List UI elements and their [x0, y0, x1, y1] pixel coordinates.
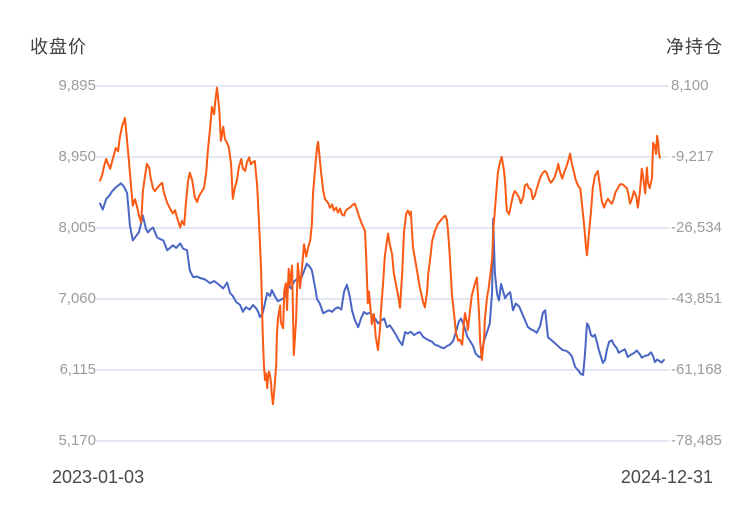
net-position-line: [99, 86, 661, 406]
right-axis-title: 净持仓: [666, 37, 723, 57]
right-tick: -61,168: [671, 361, 722, 378]
left-tick: 8,005: [58, 219, 96, 236]
left-axis-title: 收盘价: [30, 37, 87, 57]
left-tick: 9,895: [58, 77, 96, 94]
right-tick: -9,217: [671, 148, 714, 165]
closing-price-line: [99, 182, 665, 376]
x-axis-end-label: 2024-12-31: [620, 467, 713, 487]
right-tick: -43,851: [671, 290, 722, 307]
right-tick: 8,100: [671, 77, 709, 94]
left-tick: 5,170: [58, 432, 96, 449]
left-tick: 8,950: [58, 148, 96, 165]
x-axis-start-label: 2023-01-03: [52, 467, 145, 487]
right-tick: -26,534: [671, 219, 722, 236]
right-tick: -78,485: [671, 432, 722, 449]
left-tick: 7,060: [58, 290, 96, 307]
left-tick: 6,115: [59, 361, 96, 378]
